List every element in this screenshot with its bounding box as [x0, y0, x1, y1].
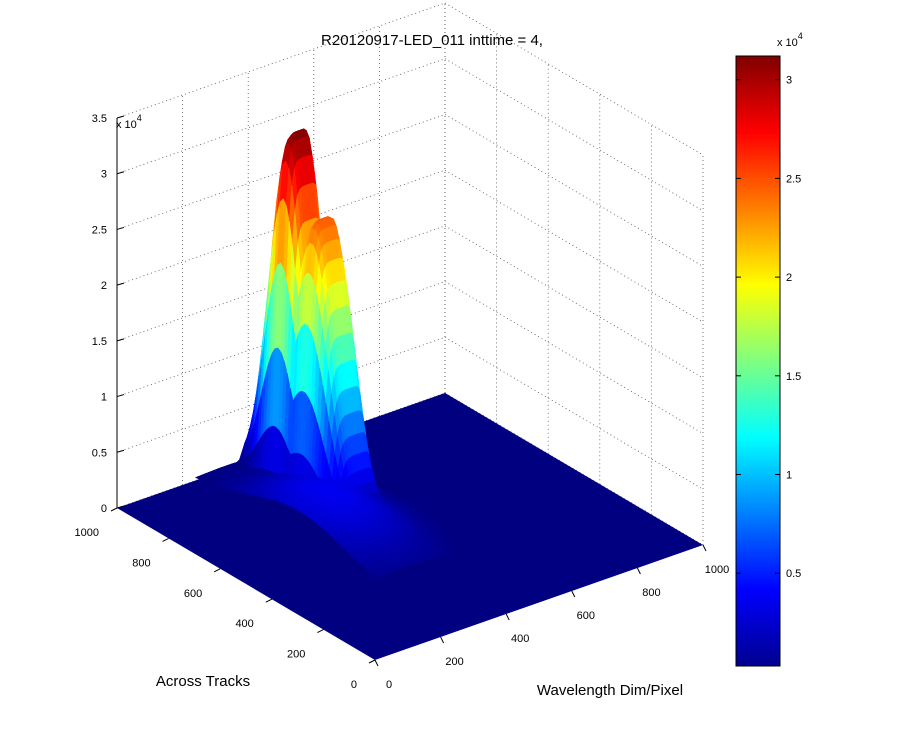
z-tick-mark: [116, 115, 125, 119]
z-tick-label: 0: [101, 503, 107, 515]
z-exponent-power: 4: [137, 113, 142, 123]
y-tick-label: 400: [235, 618, 253, 630]
colorbar-tick-label: 1.5: [786, 371, 801, 383]
x-tick-label: 400: [511, 633, 529, 645]
z-tick-label: 2: [101, 280, 107, 292]
y-tick-label: 0: [351, 679, 357, 691]
x-tick-label: 600: [577, 610, 595, 622]
x-tick-label: 800: [642, 587, 660, 599]
grid-line-z-side: [444, 58, 704, 212]
z-axis-exponent: x 104: [116, 113, 142, 131]
z-tick-label: 1.5: [92, 336, 107, 348]
y-tick-mark: [162, 537, 169, 542]
x-tick-mark: [440, 636, 445, 644]
y-tick-mark: [368, 659, 376, 664]
colorbar-tick-label: 1: [786, 470, 792, 482]
z-tick-mark: [116, 282, 125, 286]
z-tick-mark: [116, 226, 125, 230]
grid-line-z-back: [116, 58, 446, 175]
grid-line-z-side: [444, 281, 704, 434]
y-tick-label: 1000: [75, 527, 99, 539]
colorbar-gradient: [735, 55, 781, 667]
y-axis-label: Across Tracks: [156, 673, 250, 690]
y-axis-ticks: 0 200 400 600 800 1000: [75, 507, 376, 691]
z-tick-label: 3.5: [92, 113, 107, 125]
colorbar-exponent-power: 4: [798, 31, 803, 41]
z-tick-label: 1: [101, 392, 107, 404]
x-tick-mark: [702, 544, 707, 552]
z-tick-mark: [116, 338, 125, 342]
z-tick-mark: [116, 505, 125, 509]
x-axis-ticks: 0 200 400 600 800 1000: [374, 544, 729, 691]
colorbar-tick-label: 3: [786, 75, 792, 87]
z-exponent-base: x 10: [116, 119, 137, 131]
z-tick-label: 3: [101, 169, 107, 181]
z-tick-mark: [116, 449, 125, 453]
x-tick-mark: [571, 590, 576, 598]
x-tick-label: 1000: [705, 564, 729, 576]
x-tick-mark: [374, 659, 379, 667]
x-tick-label: 200: [445, 656, 463, 668]
z-tick-mark: [116, 394, 125, 398]
x-tick-mark: [505, 613, 510, 621]
y-tick-mark: [265, 598, 273, 603]
z-tick-label: 2.5: [92, 224, 107, 236]
x-tick-label: 0: [386, 679, 392, 691]
colorbar-tick-label: 2.5: [786, 173, 801, 185]
colorbar: 0.5 1 1.5 2 2.5 3 x 104: [735, 31, 803, 667]
y-tick-label: 200: [287, 649, 305, 661]
colorbar-exponent-base: x 10: [777, 37, 798, 49]
y-tick-label: 600: [184, 588, 202, 600]
x-tick-mark: [636, 567, 641, 575]
colorbar-tick-label: 2: [786, 272, 792, 284]
colorbar-tick-label: 0.5: [786, 568, 801, 580]
y-tick-label: 800: [132, 557, 150, 569]
y-tick-mark: [110, 507, 118, 512]
colorbar-exponent: x 104: [777, 31, 803, 49]
surface-patch: [372, 574, 380, 580]
y-tick-mark: [213, 568, 221, 573]
chart-title: R20120917-LED_011 inttime = 4,: [321, 32, 543, 49]
grid-line-z-side: [444, 169, 704, 323]
z-tick-mark: [116, 171, 125, 175]
z-axis-ticks: 0 0.5 1 1.5 2 2.5 3 3.5: [92, 113, 125, 515]
z-tick-label: 0.5: [92, 447, 107, 459]
grid-line-z-side: [444, 2, 704, 156]
grid-line-z-back: [116, 2, 446, 119]
grid-line-z-side: [444, 225, 704, 379]
surface: [117, 128, 703, 660]
colorbar-ticks: 0.5 1 1.5 2 2.5 3: [736, 75, 801, 580]
grid-line-z-side: [444, 114, 704, 267]
x-axis-label: Wavelength Dim/Pixel: [537, 682, 683, 699]
y-tick-mark: [317, 629, 324, 634]
